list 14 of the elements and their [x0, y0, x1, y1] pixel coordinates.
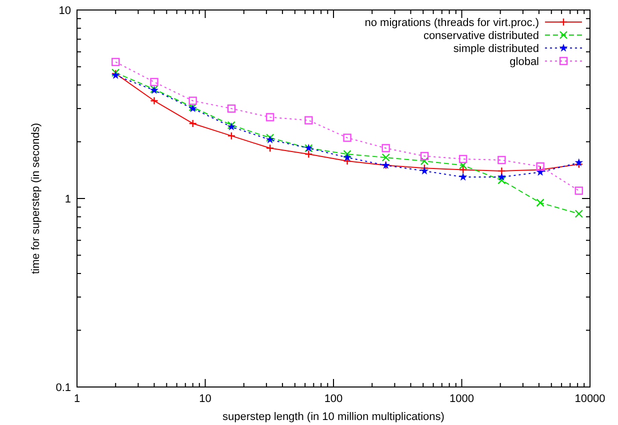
y-axis-title: time for superstep (in seconds)	[30, 122, 42, 274]
y-tick-label: 10	[58, 5, 71, 17]
x-tick-label: 1000	[450, 393, 474, 405]
y-tick-label: 1	[64, 194, 71, 206]
x-tick-label: 10	[199, 393, 212, 405]
legend-label: global	[510, 56, 539, 68]
x-tick-label: 10000	[574, 393, 606, 405]
x-axis-title: superstep length (in 10 million multiplications)	[222, 411, 444, 423]
legend-label: conservative distributed	[423, 30, 539, 42]
y-tick-label: 0.1	[56, 382, 71, 394]
x-tick-label: 1	[74, 393, 80, 405]
legend-label: simple distributed	[453, 43, 539, 55]
x-tick-label: 100	[324, 393, 343, 405]
legend-label: no migrations (threads for virt.proc.)	[364, 17, 539, 29]
